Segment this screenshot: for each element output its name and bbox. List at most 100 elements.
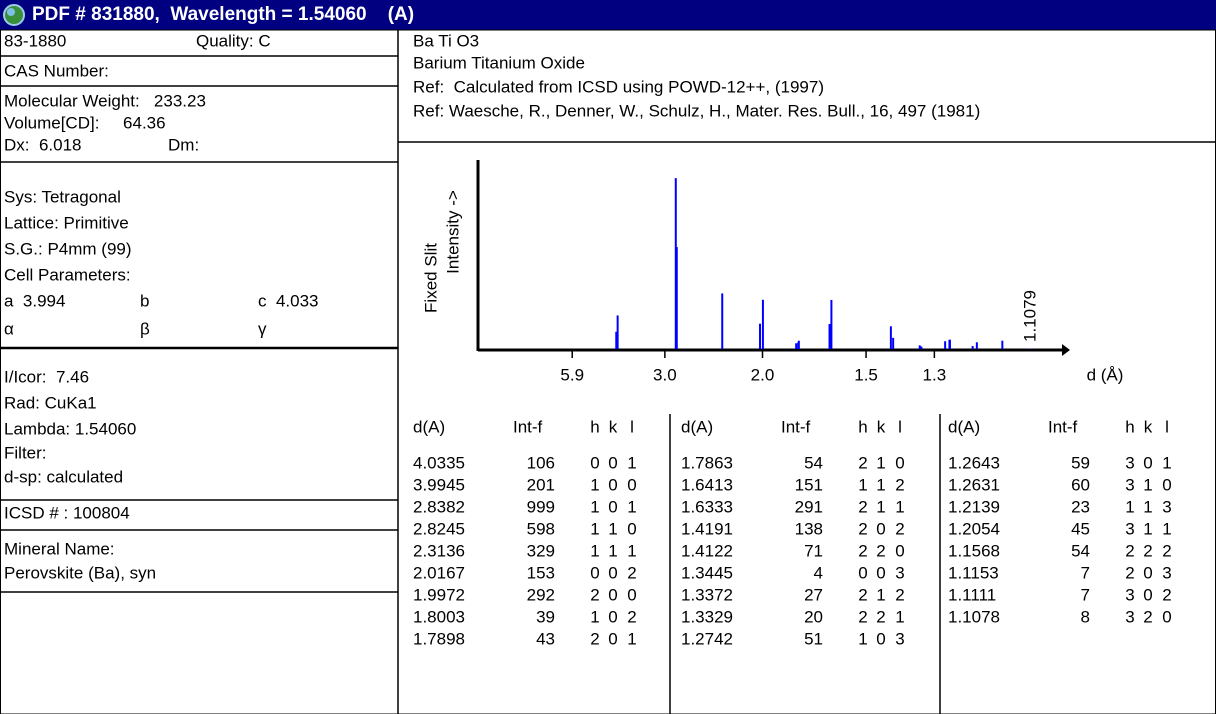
card-field: β	[140, 319, 150, 338]
table-cell: 2	[1162, 585, 1171, 604]
table-cell: 2	[1143, 541, 1152, 560]
column-header: k	[609, 417, 618, 436]
table-cell: 3	[1125, 607, 1134, 626]
y-axis-label: Intensity ->	[443, 190, 462, 274]
table-cell: 0	[1162, 475, 1171, 494]
table-cell: 292	[527, 585, 555, 604]
table-cell: 59	[1071, 453, 1090, 472]
table-cell: 153	[527, 563, 555, 582]
table-cell: 1.1153	[948, 563, 999, 582]
card-field: Filter:	[4, 443, 47, 462]
card-field: Cell Parameters:	[4, 265, 131, 284]
table-cell: 1.7863	[681, 453, 733, 472]
table-cell: 23	[1071, 497, 1090, 516]
table-cell: 0	[858, 563, 867, 582]
table-cell: 1	[627, 629, 636, 648]
table-cell: 1	[876, 475, 885, 494]
table-cell: 0	[608, 629, 617, 648]
table-cell: 3	[1125, 519, 1134, 538]
x-axis-arrow	[1062, 344, 1070, 356]
column-header: l	[630, 417, 634, 436]
table-cell: 0	[590, 563, 599, 582]
table-cell: 2	[590, 629, 599, 648]
table-cell: 2	[858, 585, 867, 604]
table-cell: 7	[1081, 585, 1090, 604]
table-cell: 1	[627, 453, 636, 472]
card-field: Volume[CD]: 64.36	[4, 113, 166, 132]
card-field: Lambda: 1.54060	[4, 419, 136, 438]
table-cell: 1	[1162, 519, 1171, 538]
table-cell: 0	[627, 475, 636, 494]
card-field: α	[4, 319, 14, 338]
table-cell: 0	[608, 453, 617, 472]
table-cell: 3.9945	[413, 475, 465, 494]
table-cell: 4	[814, 563, 823, 582]
table-cell: 1	[876, 453, 885, 472]
table-cell: 2	[627, 607, 636, 626]
table-cell: 1.4122	[681, 541, 733, 560]
table-cell: 1.7898	[413, 629, 465, 648]
table-cell: 8	[1081, 607, 1090, 626]
table-cell: 1.9972	[413, 585, 465, 604]
table-cell: 1	[627, 497, 636, 516]
column-header: Int-f	[781, 417, 811, 436]
table-cell: 7	[1081, 563, 1090, 582]
table-cell: 3	[1162, 563, 1171, 582]
table-cell: 2	[858, 519, 867, 538]
table-cell: 0	[876, 629, 885, 648]
column-header: k	[877, 417, 886, 436]
card-field: γ	[258, 319, 267, 338]
card-field: I/Icor: 7.46	[4, 367, 89, 386]
card-field: CAS Number:	[4, 61, 109, 80]
table-cell: 1	[608, 541, 617, 560]
table-cell: 27	[804, 585, 823, 604]
table-cell: 1	[858, 629, 867, 648]
reference: Ref: Calculated from ICSD using POWD-12+…	[413, 77, 824, 96]
card-field: Perovskite (Ba), syn	[4, 563, 156, 582]
card-field: c 4.033	[258, 291, 319, 310]
table-cell: 1	[1162, 453, 1171, 472]
table-cell: 71	[804, 541, 823, 560]
x-axis-label: d (Å)	[1087, 365, 1124, 384]
table-cell: 1.2742	[681, 629, 733, 648]
formula: Ba Ti O3	[413, 31, 479, 50]
table-cell: 1.1111	[948, 585, 996, 604]
column-header: d(A)	[948, 417, 980, 436]
table-cell: 0	[876, 563, 885, 582]
table-cell: 1	[858, 475, 867, 494]
card-field: S.G.: P4mm (99)	[4, 239, 132, 258]
card-field: b	[140, 291, 149, 310]
table-cell: 2	[1125, 541, 1134, 560]
card-field: Dx: 6.018	[4, 135, 82, 154]
column-header: l	[898, 417, 902, 436]
table-cell: 2.0167	[413, 563, 465, 582]
table-cell: 151	[795, 475, 823, 494]
table-cell: 0	[627, 585, 636, 604]
app-icon	[3, 4, 25, 26]
table-cell: 1	[876, 585, 885, 604]
table-cell: 1	[1143, 519, 1152, 538]
table-cell: 3	[1125, 475, 1134, 494]
table-cell: 2	[876, 541, 885, 560]
table-cell: 1	[590, 607, 599, 626]
table-cell: 291	[795, 497, 823, 516]
table-cell: 45	[1071, 519, 1090, 538]
card-field: 83-1880	[4, 31, 66, 50]
table-cell: 1.2643	[948, 453, 1000, 472]
card-field: Mineral Name:	[4, 539, 115, 558]
table-cell: 1.3372	[681, 585, 733, 604]
table-cell: 1.2139	[948, 497, 1000, 516]
card-field: Molecular Weight: 233.23	[4, 91, 206, 110]
table-cell: 3	[1125, 585, 1134, 604]
table-cell: 2	[858, 453, 867, 472]
card-field: ICSD # : 100804	[4, 503, 130, 522]
table-cell: 2	[627, 563, 636, 582]
table-cell: 1	[590, 475, 599, 494]
table-cell: 329	[527, 541, 555, 560]
table-cell: 1.3445	[681, 563, 733, 582]
table-cell: 1	[876, 497, 885, 516]
table-cell: 0	[876, 519, 885, 538]
card-field: Quality: C	[196, 31, 271, 50]
table-cell: 2	[590, 585, 599, 604]
